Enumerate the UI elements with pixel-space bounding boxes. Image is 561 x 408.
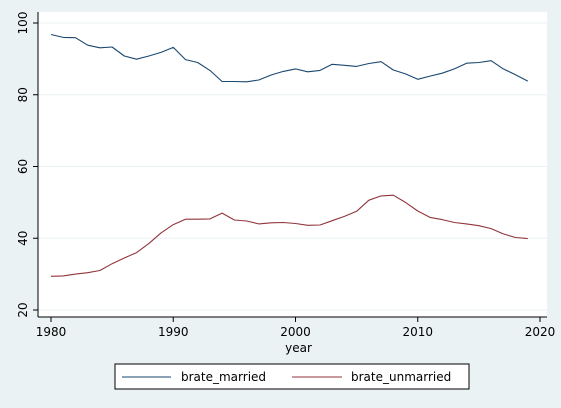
y-tick-label-40: 40	[16, 231, 30, 246]
axes: 20 40 60 80 100 1980 1990 2000 2010 2020	[16, 12, 555, 339]
series-lines	[50, 33, 529, 277]
x-tick-label-2000: 2000	[280, 325, 311, 339]
grid-lines	[38, 22, 547, 311]
y-tick-label-20: 20	[16, 302, 30, 317]
x-tick-label-2020: 2020	[525, 325, 556, 339]
x-axis-title: year	[285, 341, 312, 355]
x-tick-label-1980: 1980	[36, 325, 67, 339]
y-tick-label-100: 100	[16, 12, 30, 35]
x-tick-label-2010: 2010	[402, 325, 433, 339]
legend: brate_married brate_unmarried	[114, 363, 470, 390]
y-tick-label-60: 60	[16, 159, 30, 174]
y-tick-label-80: 80	[16, 87, 30, 102]
legend-label-brate_unmarried: brate_unmarried	[351, 370, 451, 384]
legend-label-brate_married: brate_married	[181, 370, 266, 384]
x-tick-label-1990: 1990	[158, 325, 189, 339]
series-line-brate_married	[50, 33, 529, 83]
plot-area	[38, 12, 547, 317]
series-line-brate_unmarried	[50, 194, 528, 277]
